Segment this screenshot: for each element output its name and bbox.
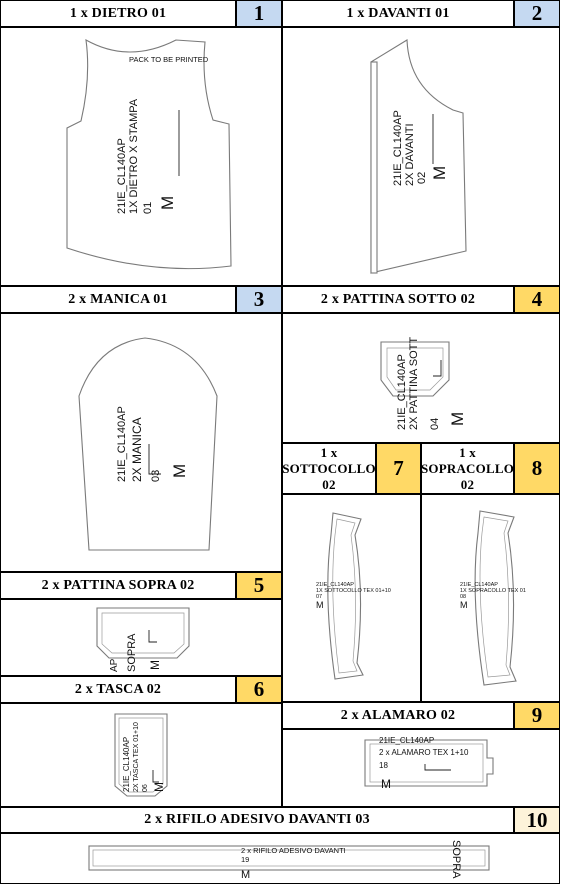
title-alamaro: 2 x ALAMARO 02 (282, 702, 514, 729)
rifilo-size: M (241, 869, 250, 881)
tasca-code: 21IE_CL140AP (122, 737, 131, 792)
title-dietro: 1 x DIETRO 01 (0, 0, 236, 27)
sottocollo-code: 21IE_CL140AP (316, 582, 354, 588)
sottocollo-piece-no: 07 (316, 594, 322, 600)
panel-sottocollo: 21IE_CL140AP 1X SOTTOCOLLO TEX 01+10 07 … (282, 494, 421, 702)
sopracollo-code: 21IE_CL140AP (460, 582, 498, 588)
panel-pattina-sotto: 21IE_CL140AP 2X PATTINA SOTT 04 M (282, 313, 560, 443)
number-7: 7 (376, 443, 421, 494)
panel-davanti: 21IE_CL140AP 2X DAVANTI 02 M (282, 27, 560, 286)
title-dietro-text: 1 x DIETRO 01 (69, 5, 167, 21)
alamaro-size: M (381, 777, 391, 791)
davanti-piece-no: 02 (416, 172, 428, 184)
sopracollo-piece-no: 08 (460, 594, 466, 600)
alamaro-code: 21IE_CL140AP (379, 736, 434, 745)
pattern-pattina-sotto: 21IE_CL140AP 2X PATTINA SOTT 04 M (380, 337, 467, 430)
title-rifilo: 2 x RIFILO ADESIVO DAVANTI 03 (0, 807, 514, 833)
pattern-davanti: 21IE_CL140AP 2X DAVANTI 02 M (370, 39, 467, 274)
pattina-sotto-piece-no: 04 (429, 418, 441, 430)
sottocollo-size: M (316, 600, 324, 610)
title-pattina-sotto: 2 x PATTINA SOTTO 02 (282, 286, 514, 313)
flap-under-outline (380, 341, 450, 397)
pattern-rifilo: 2 x RIFILO ADESIVO DAVANTI 19 SOPRA M (88, 840, 490, 881)
undercollar-outline (327, 512, 364, 680)
dietro-code: 21IE_CL140AP (116, 138, 128, 214)
alamaro-desc: 2 x ALAMARO TEX 1+10 (379, 748, 469, 757)
panel-pattina-sopra: AP SOPRA M (0, 599, 282, 676)
pattina-sotto-code: 21IE_CL140AP (396, 354, 408, 430)
front-piece-outline (370, 39, 467, 274)
pattern-dietro: PACK TO BE PRINTED 21IE_CL140AP 1X DIETR… (66, 38, 232, 270)
davanti-code: 21IE_CL140AP (392, 110, 404, 186)
rifilo-piece-no: 19 (241, 855, 249, 864)
panel-dietro: PACK TO BE PRINTED 21IE_CL140AP 1X DIETR… (0, 27, 282, 286)
title-sopracollo: 1 x SOPRACOLLO 02 (421, 443, 514, 494)
number-3: 3 (236, 286, 282, 313)
sleeve-piece-outline (78, 337, 218, 551)
panel-sopracollo: 21IE_CL140AP 1X SOPRACOLLO TEX 01 08 M (421, 494, 560, 702)
number-5: 5 (236, 572, 282, 599)
pattern-sottocollo: 21IE_CL140AP 1X SOTTOCOLLO TEX 01+10 07 … (316, 512, 391, 680)
rifilo-desc: 2 x RIFILO ADESIVO DAVANTI (241, 846, 346, 855)
davanti-size: M (430, 166, 449, 180)
pattina-sopra-code: AP (109, 658, 120, 672)
panel-rifilo: 2 x RIFILO ADESIVO DAVANTI 19 SOPRA M (0, 833, 560, 884)
title-davanti: 1 x DAVANTI 01 (282, 0, 514, 27)
dietro-piece-no: 01 (142, 202, 154, 214)
tasca-size: M (152, 782, 166, 792)
dietro-desc: 1X DIETRO X STAMPA (128, 98, 140, 214)
number-1: 1 (236, 0, 282, 27)
title-tasca: 2 x TASCA 02 (0, 676, 236, 703)
pattina-sopra-size: M (148, 660, 162, 670)
manica-size: M (170, 464, 189, 478)
pattern-manica: 21IE_CL140AP 2X MANICA 03 M (78, 337, 218, 551)
dietro-size: M (158, 196, 177, 210)
pattina-sotto-size: M (448, 412, 467, 426)
sopracollo-desc: 1X SOPRACOLLO TEX 01 (460, 588, 526, 594)
number-6: 6 (236, 676, 282, 703)
pattern-pattina-sopra: AP SOPRA M (96, 607, 190, 672)
rifilo-side: SOPRA (450, 840, 462, 879)
pattern-tasca: 21IE_CL140AP 2X TASCA TEX 01+10 06 M (114, 713, 168, 797)
back-piece-outline (66, 38, 232, 270)
panel-manica: 21IE_CL140AP 2X MANICA 03 M (0, 313, 282, 572)
number-2: 2 (514, 0, 560, 27)
upper-collar-outline (474, 510, 517, 686)
tasca-piece-no: 06 (142, 784, 149, 792)
title-manica: 2 x MANICA 01 (0, 286, 236, 313)
panel-tasca: 21IE_CL140AP 2X TASCA TEX 01+10 06 M (0, 703, 282, 807)
sottocollo-desc: 1X SOTTOCOLLO TEX 01+10 (316, 588, 391, 594)
alamaro-piece-no: 18 (379, 761, 388, 770)
number-4: 4 (514, 286, 560, 313)
number-9: 9 (514, 702, 560, 729)
manica-code: 21IE_CL140AP (116, 406, 128, 482)
frog-fastener-outline (364, 739, 494, 787)
pattina-sopra-desc: SOPRA (126, 633, 138, 672)
manica-piece-no: 03 (150, 470, 162, 482)
manica-desc: 2X MANICA (130, 417, 144, 482)
title-pattina-sopra: 2 x PATTINA SOPRA 02 (0, 572, 236, 599)
pattina-sotto-desc: 2X PATTINA SOTT (408, 337, 420, 430)
pattern-alamaro: 21IE_CL140AP 2 x ALAMARO TEX 1+10 18 M (364, 736, 494, 791)
number-10: 10 (514, 807, 560, 833)
panel-alamaro: 21IE_CL140AP 2 x ALAMARO TEX 1+10 18 M (282, 729, 560, 807)
sopracollo-size: M (460, 600, 468, 610)
pocket-outline (114, 713, 168, 797)
title-sottocollo: 1 x SOTTOCOLLO 02 (282, 443, 376, 494)
dietro-note: PACK TO BE PRINTED (129, 55, 209, 64)
tasca-desc: 2X TASCA TEX 01+10 (133, 722, 140, 792)
front-placket (370, 61, 378, 274)
flap-top-outline (96, 607, 190, 659)
number-8: 8 (514, 443, 560, 494)
davanti-desc: 2X DAVANTI (404, 123, 416, 186)
pattern-sopracollo: 21IE_CL140AP 1X SOPRACOLLO TEX 01 08 M (460, 510, 526, 686)
